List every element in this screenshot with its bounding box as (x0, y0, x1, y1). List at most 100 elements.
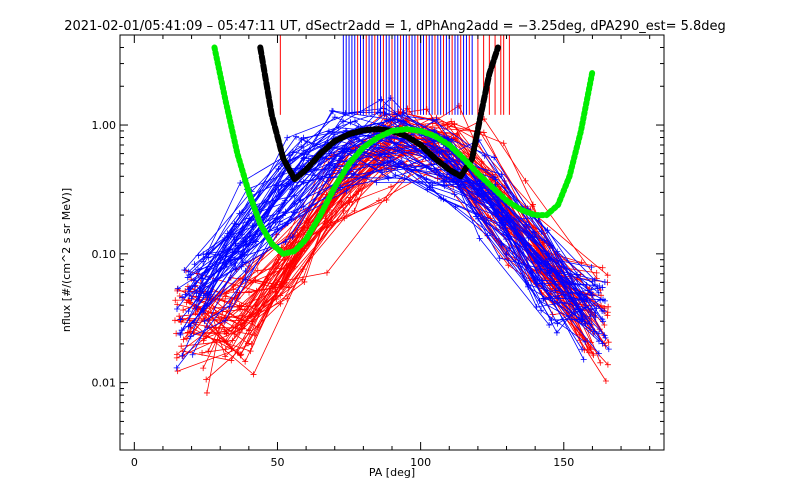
blue-plus-marker (599, 307, 606, 314)
red-plus-marker (237, 352, 244, 359)
red-plus-marker (601, 305, 608, 312)
blue-plus-marker (533, 303, 540, 310)
green-model-curve (211, 44, 596, 257)
blue-plus-marker (600, 318, 607, 325)
blue-plus-marker (289, 234, 296, 241)
red-plus-marker (604, 309, 611, 316)
blue-plus-marker (338, 155, 345, 162)
blue-plus-marker (242, 259, 249, 266)
blue-plus-marker (452, 203, 459, 210)
blue-plus-marker (250, 224, 257, 230)
pa-marker-lines (279, 35, 510, 115)
red-plus-marker (590, 352, 597, 359)
blue-plus-marker (492, 211, 499, 218)
blue-plus-marker (491, 154, 498, 161)
red-plus-marker (180, 307, 187, 314)
blue-plus-marker (187, 333, 194, 340)
blue-plus-marker (373, 179, 380, 186)
blue-plus-marker (593, 305, 600, 312)
red-plus-marker (183, 335, 190, 342)
blue-plus-marker (549, 245, 556, 252)
blue-plus-marker (597, 297, 604, 304)
blue-plus-marker (440, 178, 447, 185)
blue-plus-marker (396, 159, 403, 166)
blue-plus-marker (184, 274, 191, 281)
blue-plus-marker (173, 305, 180, 312)
red-plus-marker (277, 283, 284, 290)
red-plus-marker (323, 269, 330, 276)
blue-plus-marker (429, 117, 436, 124)
red-plus-marker (254, 267, 261, 274)
blue-plus-marker (446, 151, 453, 158)
blue-plus-marker (384, 173, 391, 180)
blue-plus-marker (329, 107, 336, 114)
blue-plus-marker (374, 161, 381, 168)
red-plus-marker (272, 288, 279, 295)
blue-plus-marker (235, 248, 242, 255)
blue-plus-marker (189, 351, 196, 358)
blue-plus-marker (591, 328, 598, 335)
red-plus-marker (529, 203, 536, 210)
red-plus-marker (347, 194, 354, 201)
blue-plus-marker (545, 250, 552, 257)
blue-plus-marker (386, 157, 393, 164)
blue-plus-marker (381, 151, 388, 158)
red-plus-marker (230, 286, 237, 293)
blue-plus-marker (179, 352, 186, 359)
red-plus-marker (596, 326, 603, 333)
blue-plus-marker (599, 284, 606, 291)
blue-plus-marker (300, 163, 307, 170)
red-plus-marker (597, 359, 604, 366)
red-plus-marker (604, 272, 611, 279)
red-plus-marker (602, 377, 609, 384)
blue-plus-marker (588, 264, 595, 271)
red-plus-marker (604, 312, 611, 319)
blue-plus-marker (582, 338, 589, 345)
blue-plus-marker (542, 261, 549, 268)
red-plus-marker (375, 197, 382, 204)
blue-plus-marker (282, 208, 289, 215)
red-plus-marker (584, 346, 591, 353)
red-plus-marker (176, 313, 183, 320)
blue-plus-marker (403, 142, 410, 149)
red-plus-marker (522, 177, 529, 184)
blue-plus-marker (554, 248, 561, 255)
red-plus-marker (351, 207, 358, 214)
blue-plus-marker (596, 283, 603, 290)
blue-plus-marker (538, 228, 545, 235)
blue-plus-marker (277, 218, 284, 225)
blue-plus-marker (236, 210, 243, 217)
red-plus-marker (236, 326, 243, 333)
blue-plus-marker (455, 183, 462, 190)
blue-plus-marker (442, 148, 449, 155)
red-plus-marker (277, 300, 284, 307)
blue-plus-marker (235, 242, 242, 249)
blue-plus-marker (240, 238, 247, 245)
blue-plus-marker (198, 275, 205, 282)
blue-plus-marker (433, 167, 440, 174)
red-plus-marker (178, 319, 185, 326)
blue-plus-marker (343, 187, 350, 194)
red-plus-marker (340, 202, 347, 209)
red-plus-marker (236, 317, 243, 324)
blue-plus-marker (300, 179, 307, 186)
blue-plus-marker (331, 114, 338, 121)
blue-plus-marker (340, 118, 347, 125)
red-plus-marker (505, 262, 512, 269)
red-plus-marker (287, 260, 294, 267)
blue-plus-marker (200, 258, 207, 265)
red-plus-marker (172, 297, 179, 304)
red-plus-marker (285, 284, 292, 291)
blue-plus-marker (601, 279, 608, 286)
blue-plus-marker (387, 144, 394, 151)
blue-plus-marker (553, 329, 560, 336)
red-plus-marker (604, 361, 611, 368)
blue-plus-marker (544, 269, 551, 276)
blue-plus-marker (373, 141, 380, 148)
blue-plus-marker (451, 191, 458, 198)
blue-plus-marker (538, 307, 545, 314)
blue-plus-marker (503, 251, 510, 258)
blue-plus-marker (540, 295, 547, 302)
blue-plus-marker (293, 133, 300, 140)
blue-plus-marker (181, 267, 188, 274)
